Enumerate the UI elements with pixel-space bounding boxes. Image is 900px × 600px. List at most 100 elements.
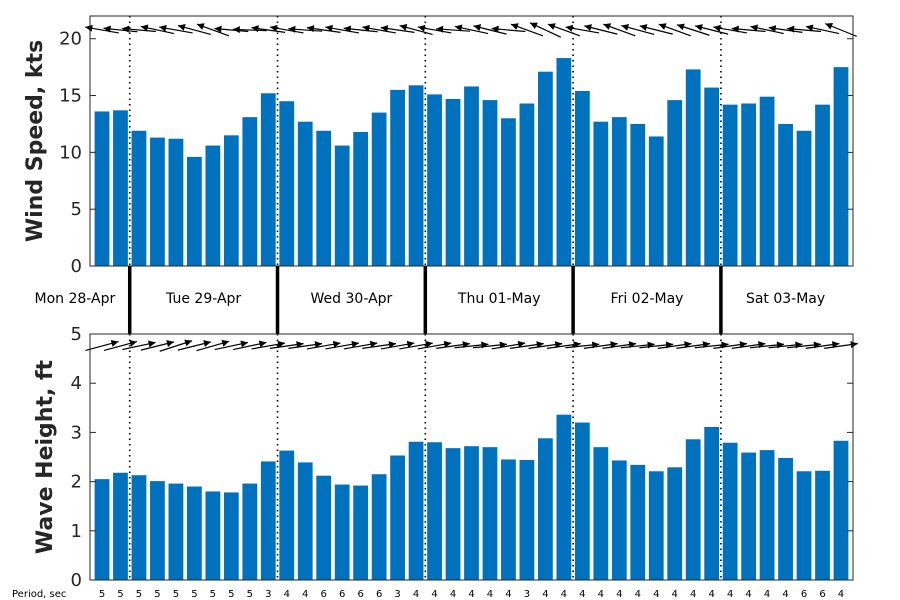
wind-bar — [168, 138, 184, 266]
period-value: 5 — [154, 589, 160, 600]
wind-bars — [94, 58, 849, 267]
wave-bar — [556, 414, 572, 580]
period-value: 4 — [579, 589, 585, 600]
wind-direction-arrow — [196, 23, 230, 37]
wave-y-ticks: 0 1 2 3 4 5 — [71, 324, 853, 591]
period-value: 5 — [99, 589, 105, 600]
wind-direction-arrow — [621, 24, 655, 35]
wind-direction-arrow — [121, 25, 156, 33]
wind-bar — [408, 85, 424, 266]
wind-y-tick-label: 15 — [59, 86, 82, 107]
wave-bar — [297, 462, 313, 580]
wind-direction-arrow — [510, 23, 544, 37]
wave-bar — [353, 485, 369, 580]
wave-y-tick-label: 0 — [71, 570, 82, 591]
wave-bar — [685, 439, 701, 580]
wave-direction-arrow — [306, 340, 341, 350]
wave-direction-arrow — [103, 340, 138, 351]
wave-bar — [316, 475, 332, 580]
period-value: 4 — [708, 589, 714, 600]
wind-direction-arrow — [436, 25, 471, 33]
wave-y-tick-label: 3 — [71, 422, 82, 443]
period-value: 5 — [228, 589, 234, 600]
wave-direction-arrow — [288, 341, 323, 349]
wave-direction-arrow — [824, 341, 858, 349]
day-label: Sat 03-May — [746, 291, 825, 307]
wave-bar — [796, 471, 812, 580]
wave-bar — [260, 461, 276, 580]
period-value: 4 — [616, 589, 622, 600]
period-value: 4 — [284, 589, 290, 600]
wind-direction-arrow — [825, 23, 857, 37]
wave-bar — [648, 471, 664, 580]
wind-bar — [556, 58, 572, 266]
wave-bar — [482, 447, 498, 580]
period-value: 5 — [136, 589, 142, 600]
wind-direction-arrow — [491, 25, 526, 33]
wind-direction-arrow — [768, 25, 803, 33]
wave-day-separators — [128, 334, 722, 580]
wind-direction-arrow — [787, 25, 822, 33]
period-value: 6 — [357, 589, 363, 600]
wave-bar — [501, 459, 516, 580]
period-value: 6 — [321, 589, 327, 600]
wave-axes-box — [89, 333, 854, 581]
wave-direction-arrow — [657, 341, 692, 349]
wind-direction-arrow — [750, 24, 784, 35]
wind-direction-arrow — [473, 24, 507, 35]
wind-bar — [501, 118, 516, 267]
wind-y-axis-label: Wind Speed, kts — [23, 40, 48, 242]
wave-bar — [150, 481, 165, 580]
wind-direction-arrow — [529, 22, 562, 38]
wind-direction-arrow — [85, 24, 119, 34]
wind-bar — [741, 103, 757, 266]
wind-bar — [445, 98, 461, 266]
wind-direction-arrow — [565, 24, 600, 34]
period-value: 6 — [819, 589, 825, 600]
wave-bar — [815, 470, 830, 580]
wave-bar — [223, 492, 239, 580]
wave-bar — [667, 467, 683, 580]
wind-direction-arrow — [603, 23, 636, 37]
wind-bar — [482, 100, 498, 266]
wind-direction-arrows — [85, 22, 857, 38]
wind-direction-arrow — [695, 24, 729, 35]
period-value: 4 — [764, 589, 770, 600]
period-value: 4 — [468, 589, 474, 600]
wind-direction-arrow — [731, 25, 766, 33]
wave-bar — [168, 483, 184, 580]
wind-bar — [353, 131, 369, 266]
day-label: Wed 30-Apr — [311, 291, 393, 307]
wave-bar — [519, 459, 535, 580]
period-value: 4 — [450, 589, 456, 600]
wave-direction-arrow — [233, 340, 267, 351]
wave-bar — [611, 460, 627, 580]
wave-bar — [205, 491, 221, 580]
wind-bar — [685, 69, 701, 266]
period-value: 4 — [302, 589, 308, 600]
period-value: 6 — [339, 589, 345, 600]
wind-bar — [279, 101, 295, 266]
wave-height-panel: 0 1 2 3 4 5 Wave Height, ft — [33, 324, 858, 591]
wave-y-tick-label: 2 — [71, 472, 82, 493]
wind-direction-arrow — [269, 24, 304, 34]
wind-direction-arrow — [676, 23, 710, 36]
wind-direction-arrow — [232, 26, 267, 34]
wind-bar — [260, 93, 276, 267]
period-value: 4 — [542, 589, 548, 600]
period-value: 6 — [376, 589, 382, 600]
wave-direction-arrow — [325, 340, 360, 350]
period-value: 4 — [561, 589, 567, 600]
day-label: Fri 02-May — [611, 291, 684, 307]
wave-bar — [630, 464, 646, 580]
wind-direction-arrow — [713, 24, 747, 34]
wind-direction-arrow — [417, 24, 452, 34]
wind-bar — [648, 136, 664, 266]
wind-direction-arrow — [547, 23, 581, 37]
wave-direction-arrow — [177, 340, 212, 351]
wave-bars — [94, 414, 849, 580]
day-label: Mon 28-Apr — [34, 291, 115, 307]
wave-bar — [722, 442, 738, 580]
wave-direction-arrow — [85, 340, 119, 351]
wave-bar — [464, 446, 479, 580]
